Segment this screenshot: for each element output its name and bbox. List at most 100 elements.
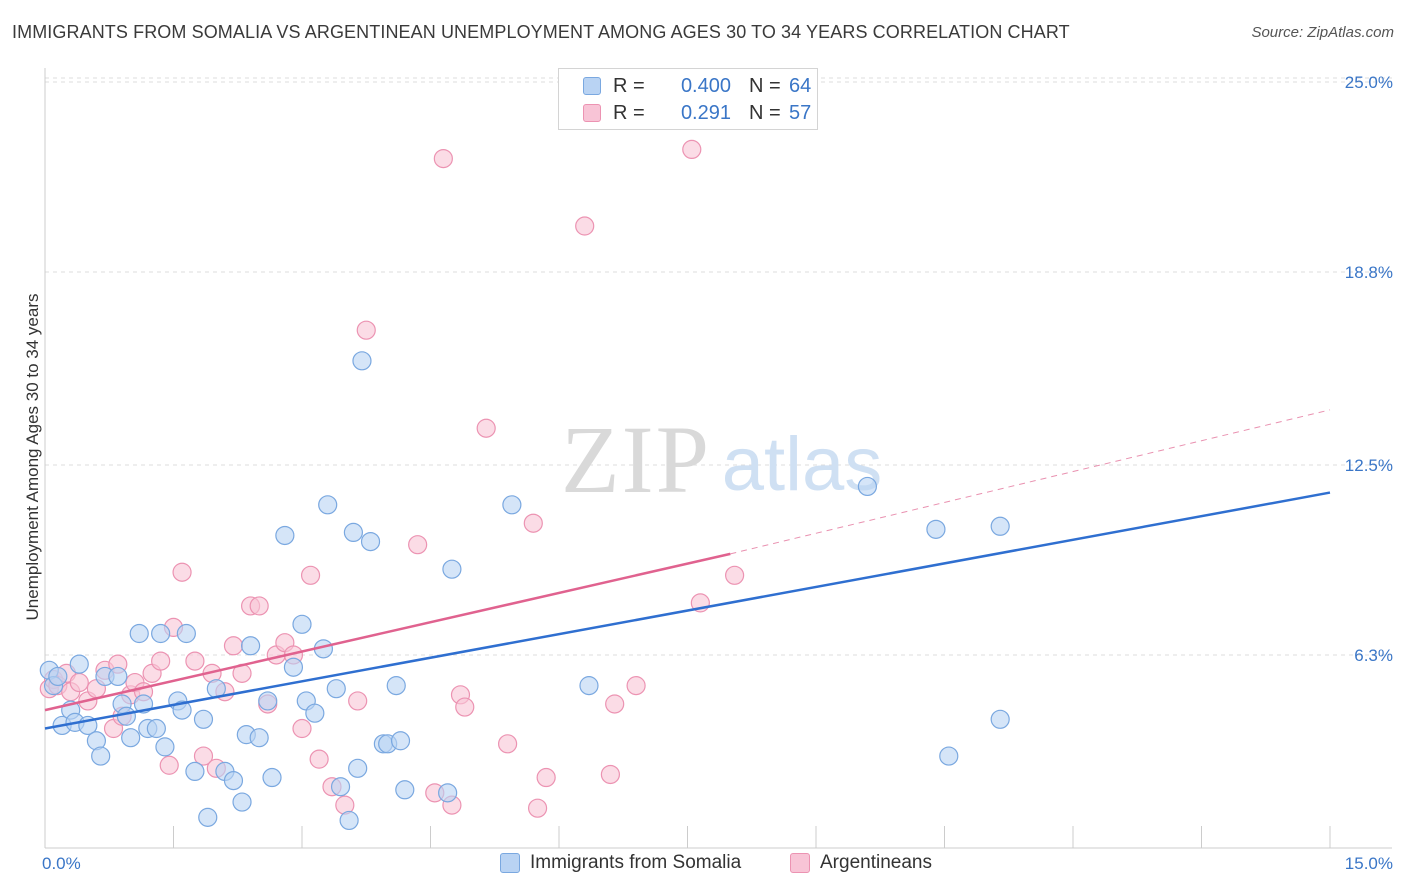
point-argentineans — [172, 562, 192, 582]
point-somalia — [185, 761, 205, 782]
point-argentineans — [575, 216, 595, 236]
point-somalia — [305, 703, 325, 723]
point-somalia — [91, 746, 111, 766]
point-argentineans — [605, 694, 625, 714]
point-somalia — [442, 559, 462, 579]
tick-labels: 6.3% 12.5% 18.8% 25.0% 0.0% 15.0% — [42, 73, 1393, 873]
point-argentineans — [309, 749, 329, 769]
chart-title: IMMIGRANTS FROM SOMALIA VS ARGENTINEAN U… — [12, 22, 1070, 42]
legend-label-somalia: Immigrants from Somalia — [530, 852, 742, 873]
point-somalia — [292, 614, 312, 634]
legend-swatch-blue — [500, 853, 520, 873]
x-tick-label: 15.0% — [1345, 854, 1393, 873]
legend-r-value: 0.291 — [680, 101, 731, 124]
series-immigrants-from-somalia — [39, 351, 1010, 831]
legend-n-value: 57 — [789, 101, 812, 124]
legend-swatch-pink — [583, 104, 601, 122]
trend-line-somalia — [44, 491, 1331, 730]
point-somalia — [348, 758, 368, 778]
point-argentineans — [476, 418, 496, 438]
point-somalia — [129, 623, 149, 644]
point-somalia — [176, 623, 196, 644]
legend-n-label: N = — [749, 74, 781, 97]
point-somalia — [326, 679, 346, 699]
point-argentineans — [536, 767, 556, 788]
point-somalia — [262, 767, 282, 788]
point-somalia — [275, 525, 295, 546]
point-argentineans — [193, 746, 214, 766]
point-argentineans — [356, 320, 376, 340]
y-tick-label: 25.0% — [1345, 73, 1393, 92]
point-argentineans — [682, 139, 702, 160]
trend-lines — [44, 409, 1331, 730]
watermark-atlas: atlas — [722, 422, 883, 507]
point-argentineans — [159, 755, 179, 775]
point-somalia — [193, 709, 214, 729]
legend-r-label: R = — [613, 74, 645, 97]
point-argentineans — [725, 565, 745, 585]
legend-r-label: R = — [613, 101, 645, 124]
point-somalia — [172, 700, 192, 720]
point-argentineans — [498, 734, 518, 754]
point-argentineans — [433, 149, 453, 169]
point-somalia — [857, 476, 878, 497]
point-somalia — [502, 495, 522, 515]
source-label: Source: ZipAtlas.com — [1251, 24, 1394, 41]
point-argentineans — [151, 651, 171, 671]
point-argentineans — [348, 691, 368, 711]
point-argentineans — [185, 651, 205, 671]
point-argentineans — [249, 596, 269, 616]
legend-item-argentineans[interactable]: Argentineans — [790, 852, 932, 874]
legend-swatch-pink — [790, 853, 810, 873]
point-somalia — [939, 746, 959, 766]
legend-row-somalia: R = 0.400 N = 64 — [583, 74, 811, 98]
point-somalia — [339, 810, 359, 831]
point-somalia — [386, 676, 406, 696]
y-axis-label: Unemployment Among Ages 30 to 34 years — [23, 294, 42, 621]
point-somalia — [223, 770, 244, 791]
axes — [44, 68, 1392, 849]
point-somalia — [69, 654, 89, 674]
y-tick-label: 18.8% — [1345, 263, 1393, 282]
legend-item-somalia[interactable]: Immigrants from Somalia — [500, 852, 741, 874]
legend-row-argentineans: R = 0.291 N = 57 — [583, 101, 811, 125]
point-argentineans — [626, 676, 646, 696]
point-argentineans — [527, 798, 548, 818]
point-somalia — [318, 495, 338, 515]
point-somalia — [579, 676, 599, 696]
series-legend: Immigrants from Somalia Argentineans — [0, 852, 1406, 878]
point-somalia — [249, 728, 269, 748]
point-somalia — [283, 657, 304, 677]
point-somalia — [395, 780, 415, 800]
legend-label-argentineans: Argentineans — [820, 852, 932, 873]
point-argentineans — [300, 565, 321, 585]
point-somalia — [146, 718, 166, 739]
point-somalia — [151, 623, 171, 644]
point-argentineans — [223, 636, 244, 656]
point-argentineans — [69, 672, 89, 693]
legend-r-value: 0.400 — [680, 74, 731, 97]
point-somalia — [990, 516, 1010, 536]
point-somalia — [108, 666, 128, 687]
point-somalia — [926, 519, 946, 539]
point-argentineans — [408, 535, 428, 555]
trend-extension-argentineans — [730, 409, 1331, 555]
y-tick-label: 6.3% — [1354, 646, 1393, 665]
point-somalia — [352, 351, 372, 371]
legend-swatch-blue — [583, 77, 601, 95]
point-argentineans — [600, 764, 621, 785]
watermark: ZIP atlas — [561, 406, 882, 513]
watermark-zip: ZIP — [561, 406, 711, 513]
trend-line-argentineans — [44, 552, 731, 712]
point-argentineans — [455, 697, 475, 717]
correlation-legend: R = 0.400 N = 64 R = 0.291 N = 57 — [558, 68, 818, 130]
point-somalia — [198, 807, 218, 827]
point-argentineans — [523, 513, 543, 533]
point-somalia — [258, 691, 278, 711]
point-somalia — [343, 522, 363, 543]
point-argentineans — [292, 718, 312, 739]
point-somalia — [438, 783, 458, 803]
legend-n-label: N = — [749, 101, 781, 124]
point-somalia — [121, 728, 141, 748]
